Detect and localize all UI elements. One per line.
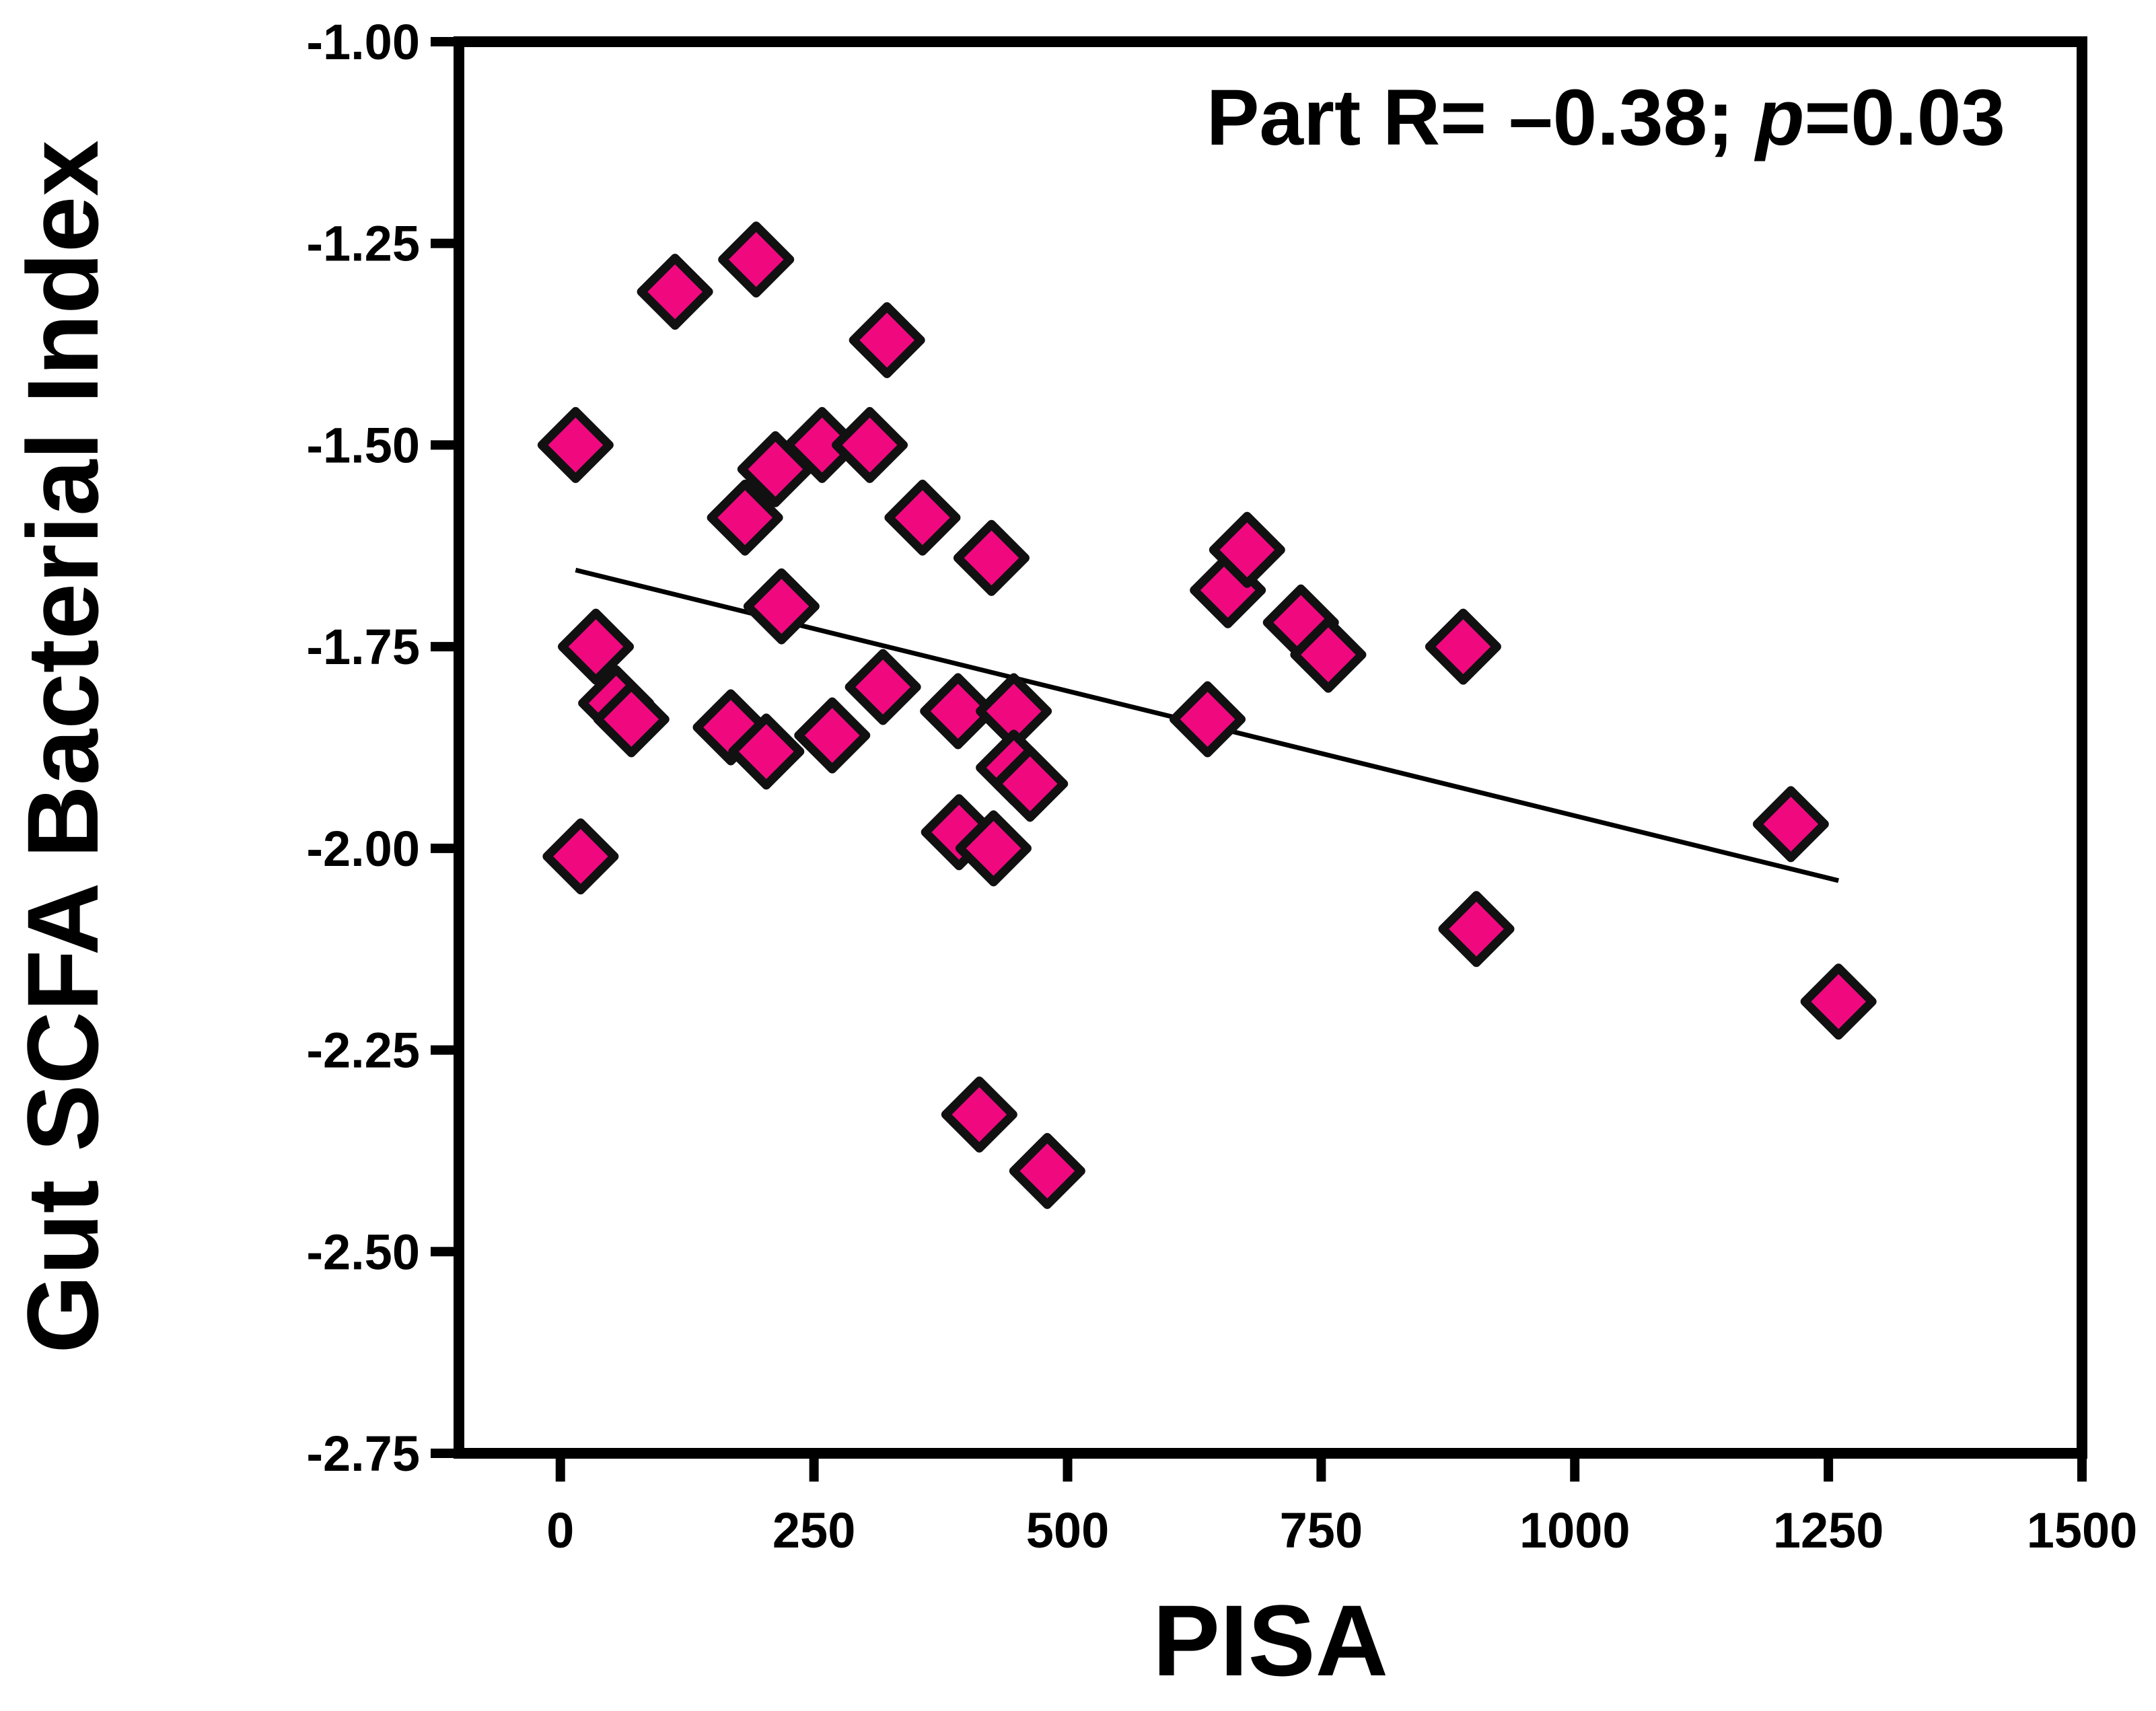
data-point — [1209, 511, 1285, 588]
data-point — [920, 673, 997, 750]
y-tick-label: -1.75 — [306, 619, 420, 675]
x-tick-label: 250 — [772, 1502, 855, 1558]
x-tick-label: 1250 — [1773, 1502, 1884, 1558]
y-tick-label: -2.50 — [306, 1224, 420, 1280]
data-point — [845, 649, 921, 725]
data-point — [1425, 608, 1501, 685]
x-tick-label: 0 — [546, 1502, 574, 1558]
x-axis-title: PISA — [1153, 1584, 1388, 1697]
data-point — [884, 479, 961, 556]
data-point — [537, 406, 614, 483]
data-point — [542, 818, 619, 895]
x-tick-label: 500 — [1026, 1502, 1109, 1558]
y-axis-title: Gut SCFA Bacterial Index — [6, 140, 119, 1353]
data-point — [1009, 1132, 1085, 1209]
y-tick-label: -2.75 — [306, 1426, 420, 1482]
data-point — [953, 519, 1030, 596]
annotation-suffix: =0.03 — [1804, 73, 2005, 162]
data-point — [637, 254, 713, 330]
data-point — [1438, 891, 1515, 968]
data-point — [593, 681, 670, 758]
points-layer — [537, 221, 1877, 1209]
x-tick-label: 1000 — [1519, 1502, 1630, 1558]
y-tick-label: -2.25 — [306, 1023, 420, 1079]
y-tick-label: -2.00 — [306, 821, 420, 877]
data-point — [1170, 681, 1246, 758]
data-point — [992, 745, 1069, 822]
x-tick-label: 750 — [1280, 1502, 1363, 1558]
data-point — [1290, 616, 1367, 693]
data-point — [743, 568, 820, 645]
data-point — [832, 406, 908, 483]
annotation-prefix: Part R= –0.38; — [1207, 73, 1756, 162]
data-point — [849, 302, 925, 379]
y-tick-label: -1.25 — [306, 216, 420, 272]
data-point — [1752, 786, 1829, 863]
data-point — [955, 810, 1032, 887]
data-point — [941, 1076, 1017, 1153]
data-point — [558, 608, 635, 685]
y-axis: -1.00 -1.25 -1.50 -1.75 -2.00 -2.25 -2.50 -2.75 — [306, 14, 459, 1482]
x-tick-label: 1500 — [2027, 1502, 2138, 1558]
y-tick-label: -1.00 — [306, 14, 420, 70]
x-axis: 0 250 500 750 1000 1250 1500 — [546, 1453, 2137, 1558]
data-point — [707, 479, 783, 556]
correlation-annotation: Part R= –0.38; p=0.03 — [1207, 73, 2005, 162]
data-point — [728, 713, 805, 790]
data-point — [718, 221, 795, 298]
annotation-p-italic: p — [1754, 73, 1804, 162]
data-point — [794, 697, 871, 774]
y-tick-label: -1.50 — [306, 417, 420, 473]
data-point — [1800, 963, 1877, 1040]
plot-area-frame — [454, 36, 2087, 1459]
